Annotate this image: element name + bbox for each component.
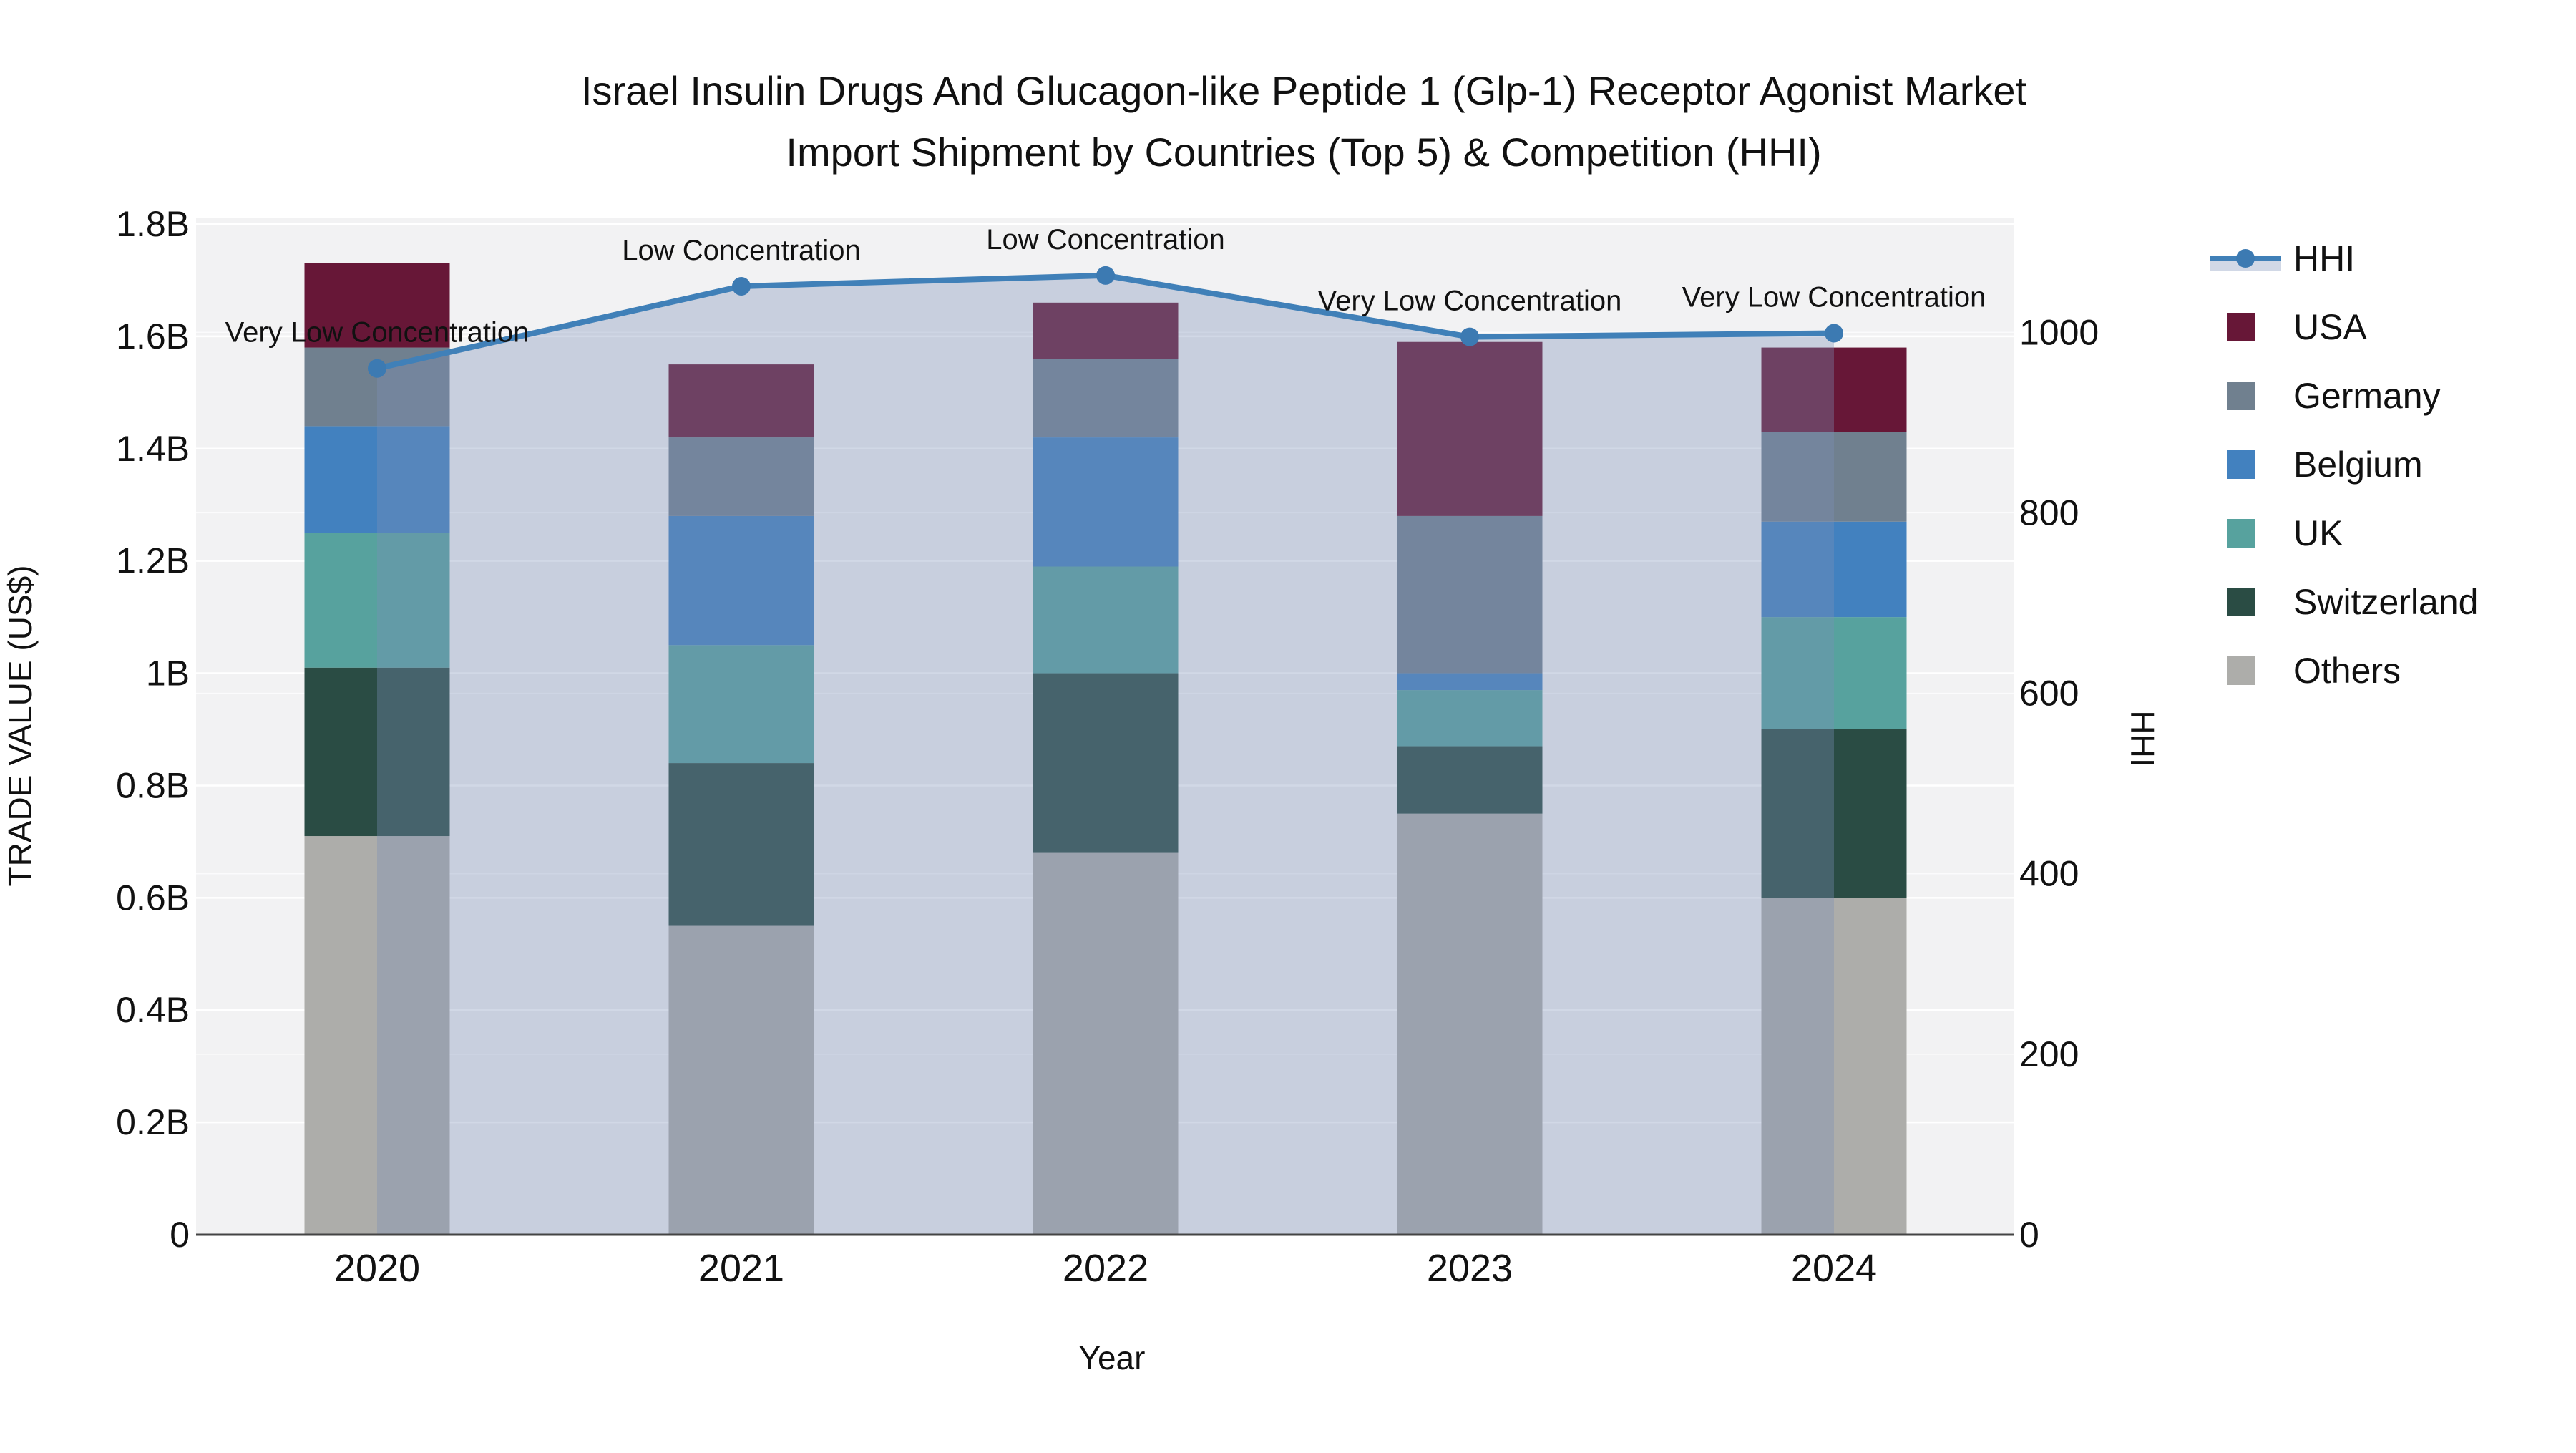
axis-ticks: 0 0.2B 0.4B 0.6B 0.8B 1B 1.2B 1.4B 1.6B 1.8B 0 200 4… bbox=[116, 204, 2099, 1290]
hhi-marker-2021[interactable] bbox=[732, 276, 751, 296]
legend-hhi-marker-icon bbox=[2236, 249, 2255, 268]
bar-2022-others[interactable] bbox=[1033, 852, 1179, 1235]
hhi-area-polygon bbox=[377, 275, 1834, 1235]
bar-2024-usa[interactable] bbox=[1761, 347, 1907, 432]
bar-2021-uk[interactable] bbox=[668, 645, 814, 764]
bar-2023-switzerland[interactable] bbox=[1397, 746, 1543, 814]
annotation-2023: Very Low Concentration bbox=[1318, 286, 1622, 317]
annotation-2020: Very Low Concentration bbox=[225, 317, 530, 349]
ytick-left-1.8B: 1.8B bbox=[116, 204, 190, 244]
annotation-2024: Very Low Concentration bbox=[1682, 282, 1986, 314]
legend-label-others: Others bbox=[2293, 651, 2401, 691]
ytick-right-800: 800 bbox=[2019, 492, 2079, 533]
bar-2020-usa[interactable] bbox=[304, 263, 450, 348]
bar-2022-belgium[interactable] bbox=[1033, 437, 1179, 567]
legend-label-switzerland: Switzerland bbox=[2293, 582, 2478, 622]
legend-swatch-germany bbox=[2227, 382, 2255, 410]
ytick-right-400: 400 bbox=[2019, 854, 2079, 894]
bar-2023-belgium[interactable] bbox=[1397, 673, 1543, 691]
ytick-left-0.4B: 0.4B bbox=[116, 990, 190, 1030]
ytick-left-1.6B: 1.6B bbox=[116, 316, 190, 356]
bar-2023-others[interactable] bbox=[1397, 813, 1543, 1235]
ytick-right-1000: 1000 bbox=[2019, 312, 2099, 352]
bar-2021-switzerland[interactable] bbox=[668, 763, 814, 926]
legend: HHI USA Germany Belgium UK Switzerland Others bbox=[2210, 238, 2478, 691]
legend-swatch-belgium bbox=[2227, 450, 2255, 479]
bar-2023-uk[interactable] bbox=[1397, 690, 1543, 747]
xtick-2020: 2020 bbox=[334, 1247, 420, 1290]
annotation-2021: Low Concentration bbox=[622, 235, 861, 266]
ytick-right-600: 600 bbox=[2019, 674, 2079, 714]
bar-2024-germany[interactable] bbox=[1761, 432, 1907, 522]
bar-2024-uk[interactable] bbox=[1761, 617, 1907, 729]
legend-swatch-others bbox=[2227, 656, 2255, 685]
ytick-left-0.8B: 0.8B bbox=[116, 765, 190, 805]
ytick-right-200: 200 bbox=[2019, 1034, 2079, 1074]
xtick-2024: 2024 bbox=[1791, 1247, 1877, 1290]
y-axis-title-right: HHI bbox=[2124, 710, 2161, 767]
bar-2020-uk[interactable] bbox=[304, 533, 450, 668]
bar-2022-germany[interactable] bbox=[1033, 359, 1179, 438]
ytick-left-0: 0 bbox=[170, 1215, 190, 1255]
legend-label-usa: USA bbox=[2293, 307, 2367, 347]
legend-item-usa[interactable]: USA bbox=[2227, 307, 2367, 347]
legend-item-hhi[interactable]: HHI bbox=[2210, 238, 2355, 278]
bar-2021-germany[interactable] bbox=[668, 437, 814, 516]
legend-label-hhi: HHI bbox=[2293, 238, 2355, 278]
y-axis-title-left: TRADE VALUE (US$) bbox=[1, 565, 39, 886]
bar-2022-usa[interactable] bbox=[1033, 302, 1179, 359]
legend-item-switzerland[interactable]: Switzerland bbox=[2227, 582, 2478, 622]
legend-item-germany[interactable]: Germany bbox=[2227, 376, 2441, 416]
hhi-marker-2022[interactable] bbox=[1096, 266, 1115, 285]
annotation-2022: Low Concentration bbox=[986, 224, 1225, 256]
bar-2024-belgium[interactable] bbox=[1761, 521, 1907, 618]
bar-2022-uk[interactable] bbox=[1033, 566, 1179, 674]
ytick-left-0.6B: 0.6B bbox=[116, 878, 190, 918]
hhi-annotations: Very Low Concentration Low Concentration L… bbox=[225, 224, 1986, 349]
ytick-left-1.2B: 1.2B bbox=[116, 541, 190, 581]
hhi-marker-2023[interactable] bbox=[1460, 327, 1479, 346]
legend-label-belgium: Belgium bbox=[2293, 444, 2423, 485]
ytick-left-1.4B: 1.4B bbox=[116, 429, 190, 469]
legend-item-belgium[interactable]: Belgium bbox=[2227, 444, 2423, 485]
xtick-2023: 2023 bbox=[1427, 1247, 1513, 1290]
ytick-left-1B: 1B bbox=[146, 653, 190, 694]
bar-2022-switzerland[interactable] bbox=[1033, 673, 1179, 853]
bar-2021-belgium[interactable] bbox=[668, 515, 814, 646]
bar-2020-switzerland[interactable] bbox=[304, 667, 450, 837]
xtick-2022: 2022 bbox=[1063, 1247, 1148, 1290]
chart-title-line2: Import Shipment by Countries (Top 5) & C… bbox=[786, 130, 1821, 175]
bar-2021-usa[interactable] bbox=[668, 364, 814, 438]
ytick-right-0: 0 bbox=[2019, 1215, 2039, 1255]
bar-2021-others[interactable] bbox=[668, 925, 814, 1235]
legend-label-germany: Germany bbox=[2293, 376, 2441, 416]
bar-2023-germany[interactable] bbox=[1397, 515, 1543, 674]
hhi-marker-2024[interactable] bbox=[1825, 324, 1843, 343]
bar-2024-others[interactable] bbox=[1761, 898, 1907, 1235]
hhi-area-fill bbox=[377, 275, 1834, 1235]
legend-swatch-usa bbox=[2227, 313, 2255, 341]
chart-title-line1: Israel Insulin Drugs And Glucagon-like P… bbox=[581, 68, 2027, 113]
legend-swatch-switzerland bbox=[2227, 588, 2255, 616]
x-axis-title: Year bbox=[1079, 1339, 1146, 1376]
hhi-line bbox=[368, 266, 1843, 378]
bar-2020-others[interactable] bbox=[304, 836, 450, 1235]
bar-2020-belgium[interactable] bbox=[304, 426, 450, 533]
bar-2024-switzerland[interactable] bbox=[1761, 729, 1907, 898]
bar-2023-usa[interactable] bbox=[1397, 341, 1543, 516]
legend-item-others[interactable]: Others bbox=[2227, 651, 2401, 691]
hhi-marker-2020[interactable] bbox=[368, 359, 386, 378]
legend-label-uk: UK bbox=[2293, 513, 2343, 553]
ytick-left-0.2B: 0.2B bbox=[116, 1102, 190, 1142]
legend-swatch-uk bbox=[2227, 519, 2255, 548]
xtick-2021: 2021 bbox=[698, 1247, 784, 1290]
stacked-bars bbox=[304, 263, 1907, 1235]
legend-item-uk[interactable]: UK bbox=[2227, 513, 2343, 553]
